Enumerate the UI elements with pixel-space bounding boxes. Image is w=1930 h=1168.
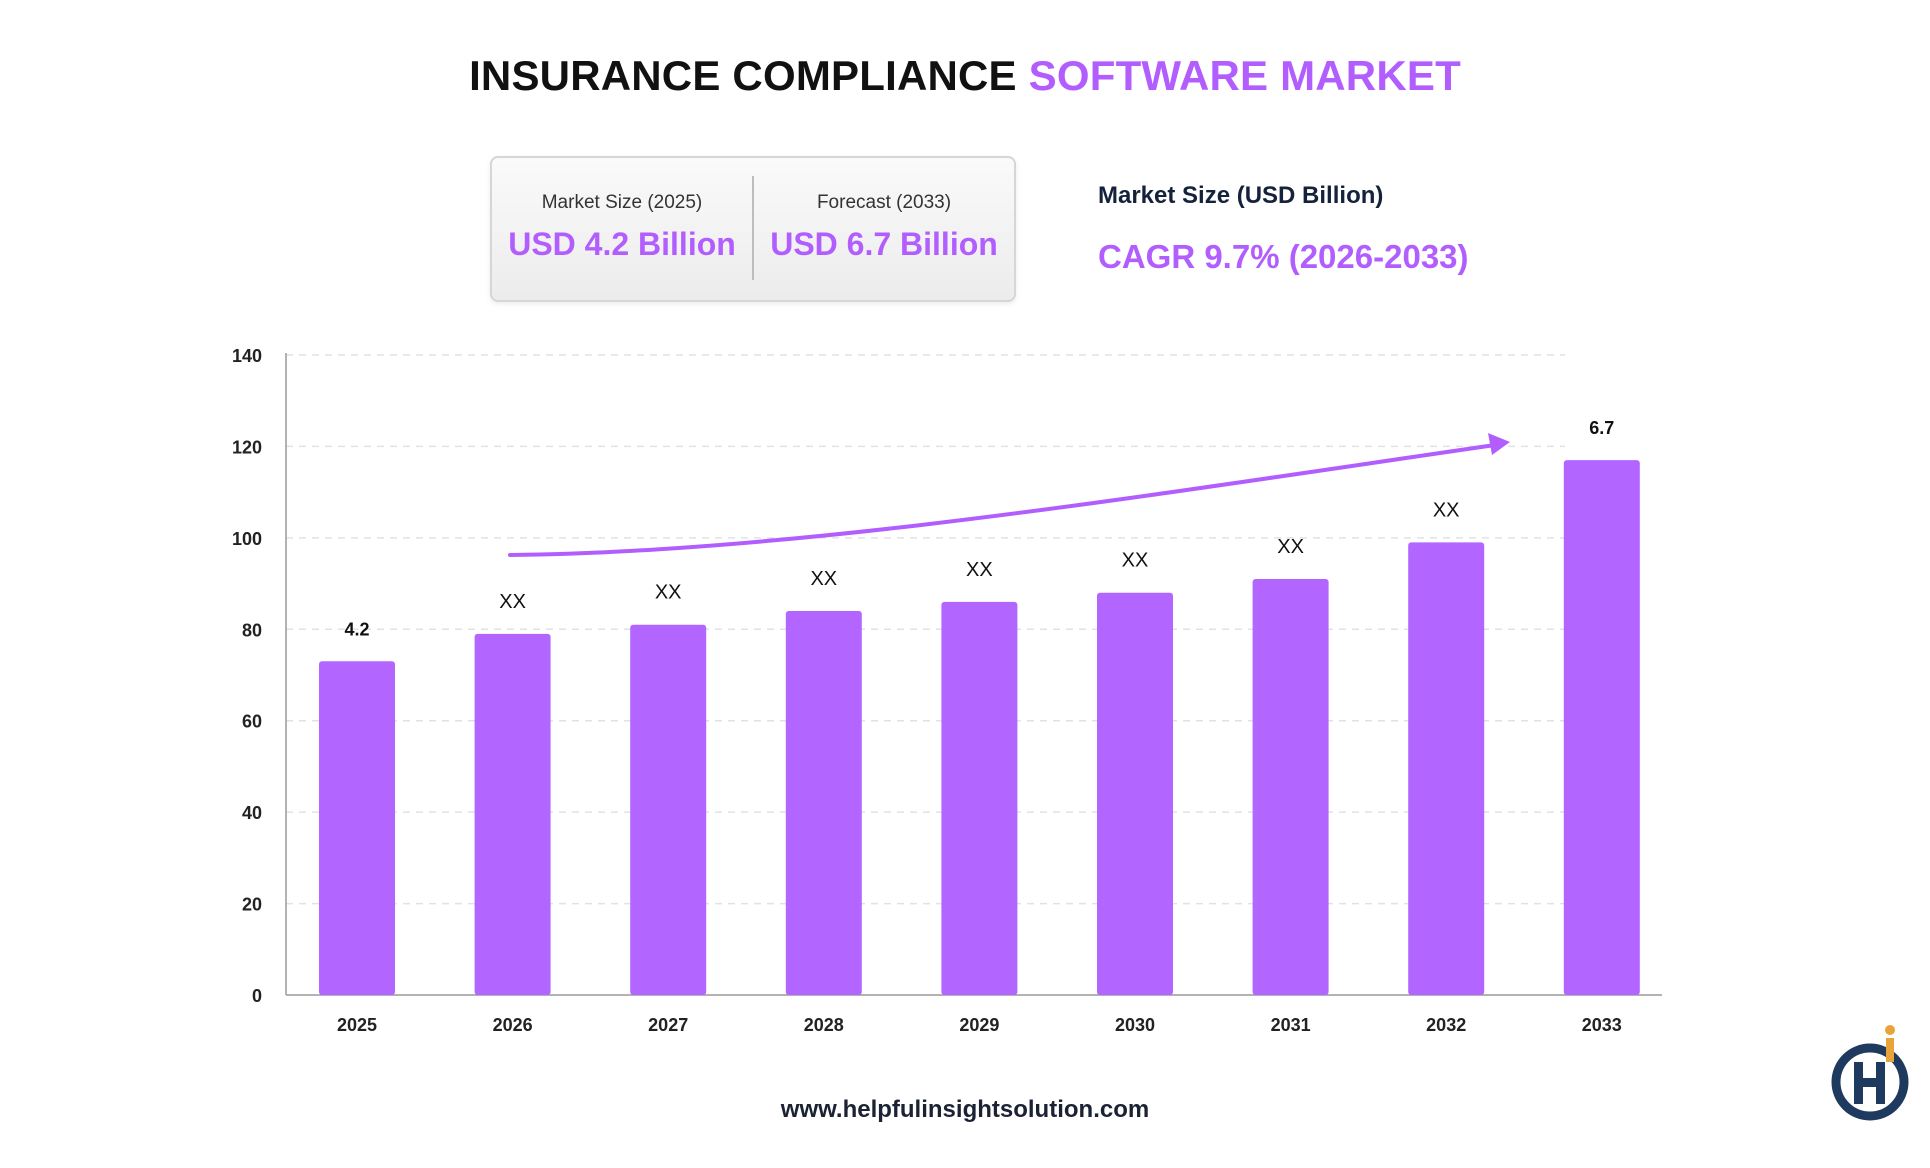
website-url[interactable]: www.helpfulinsightsolution.com bbox=[780, 1096, 1150, 1123]
bar-chart: 4.2 XX XX XX XX XX XX XX 6.7 0 20 40 60 80 100 120 140 2… bbox=[232, 346, 1662, 1035]
data-labels: 4.2 XX XX XX XX XX XX XX 6.7 bbox=[344, 418, 1614, 639]
market-size-label: Market Size (2025) bbox=[541, 192, 703, 213]
data-label: XX bbox=[499, 591, 526, 613]
data-label: XX bbox=[1277, 536, 1304, 558]
x-tick-label: 2025 bbox=[337, 1015, 377, 1035]
trend-arrow-head bbox=[1488, 433, 1510, 455]
data-label: XX bbox=[966, 559, 993, 581]
x-tick-label: 2031 bbox=[1271, 1015, 1311, 1035]
data-label: 6.7 bbox=[1589, 418, 1614, 438]
bar bbox=[1097, 592, 1173, 995]
x-tick-label: 2026 bbox=[493, 1015, 533, 1035]
data-label: 4.2 bbox=[344, 619, 369, 639]
x-tick-label: 2033 bbox=[1582, 1015, 1622, 1035]
x-tick-label: 2029 bbox=[959, 1015, 999, 1035]
forecast-value: USD 6.7 Billion bbox=[770, 226, 998, 262]
bars bbox=[319, 460, 1640, 996]
y-tick-label: 0 bbox=[252, 986, 262, 1006]
forecast-label: Forecast (2033) bbox=[816, 192, 952, 213]
bar bbox=[630, 624, 707, 995]
trend-arrow-line bbox=[508, 443, 1497, 557]
market-size-unit-label: Market Size (USD Billion) bbox=[1098, 182, 1384, 209]
stat-divider bbox=[752, 176, 754, 280]
y-tick-label: 20 bbox=[242, 895, 262, 915]
data-label: XX bbox=[1433, 499, 1460, 521]
y-tick-label: 40 bbox=[242, 803, 262, 823]
bar bbox=[1408, 542, 1485, 995]
bar bbox=[319, 661, 395, 995]
x-tick-label: 2032 bbox=[1426, 1015, 1466, 1035]
bar bbox=[1252, 579, 1329, 995]
y-tick-label: 120 bbox=[232, 437, 262, 457]
y-tick-label: 140 bbox=[232, 346, 262, 366]
y-tick-label: 60 bbox=[242, 712, 262, 732]
page-title: INSURANCE COMPLIANCE SOFTWARE MARKET bbox=[0, 52, 1930, 100]
title-part-2: SOFTWARE MARKET bbox=[1028, 52, 1461, 99]
tick-labels: 0 20 40 60 80 100 120 140 2025 2026 2027 2028 2029 20… bbox=[232, 346, 1622, 1035]
y-tick-label: 100 bbox=[232, 529, 262, 549]
data-label: XX bbox=[1122, 550, 1149, 572]
market-stats-card: Market Size (2025) USD 4.2 Billion Forec… bbox=[490, 156, 1016, 302]
bar bbox=[1563, 460, 1640, 996]
cagr-label: CAGR 9.7% (2026-2033) bbox=[1098, 238, 1469, 275]
helpful-insight-logo-icon bbox=[1831, 1025, 1909, 1121]
bar bbox=[941, 601, 1018, 995]
forecast-stat: Forecast (2033) USD 6.7 Billion bbox=[754, 192, 1014, 263]
trend-arrow bbox=[508, 433, 1510, 557]
bar bbox=[785, 611, 862, 995]
bar bbox=[474, 633, 551, 995]
data-label: XX bbox=[810, 568, 837, 590]
data-label: XX bbox=[655, 582, 682, 604]
title-part-1: INSURANCE COMPLIANCE bbox=[469, 52, 1017, 99]
market-size-stat: Market Size (2025) USD 4.2 Billion bbox=[492, 192, 752, 263]
x-tick-label: 2027 bbox=[648, 1015, 688, 1035]
x-tick-label: 2028 bbox=[804, 1015, 844, 1035]
y-tick-label: 80 bbox=[242, 620, 262, 640]
x-tick-label: 2030 bbox=[1115, 1015, 1155, 1035]
market-size-value: USD 4.2 Billion bbox=[508, 226, 736, 262]
